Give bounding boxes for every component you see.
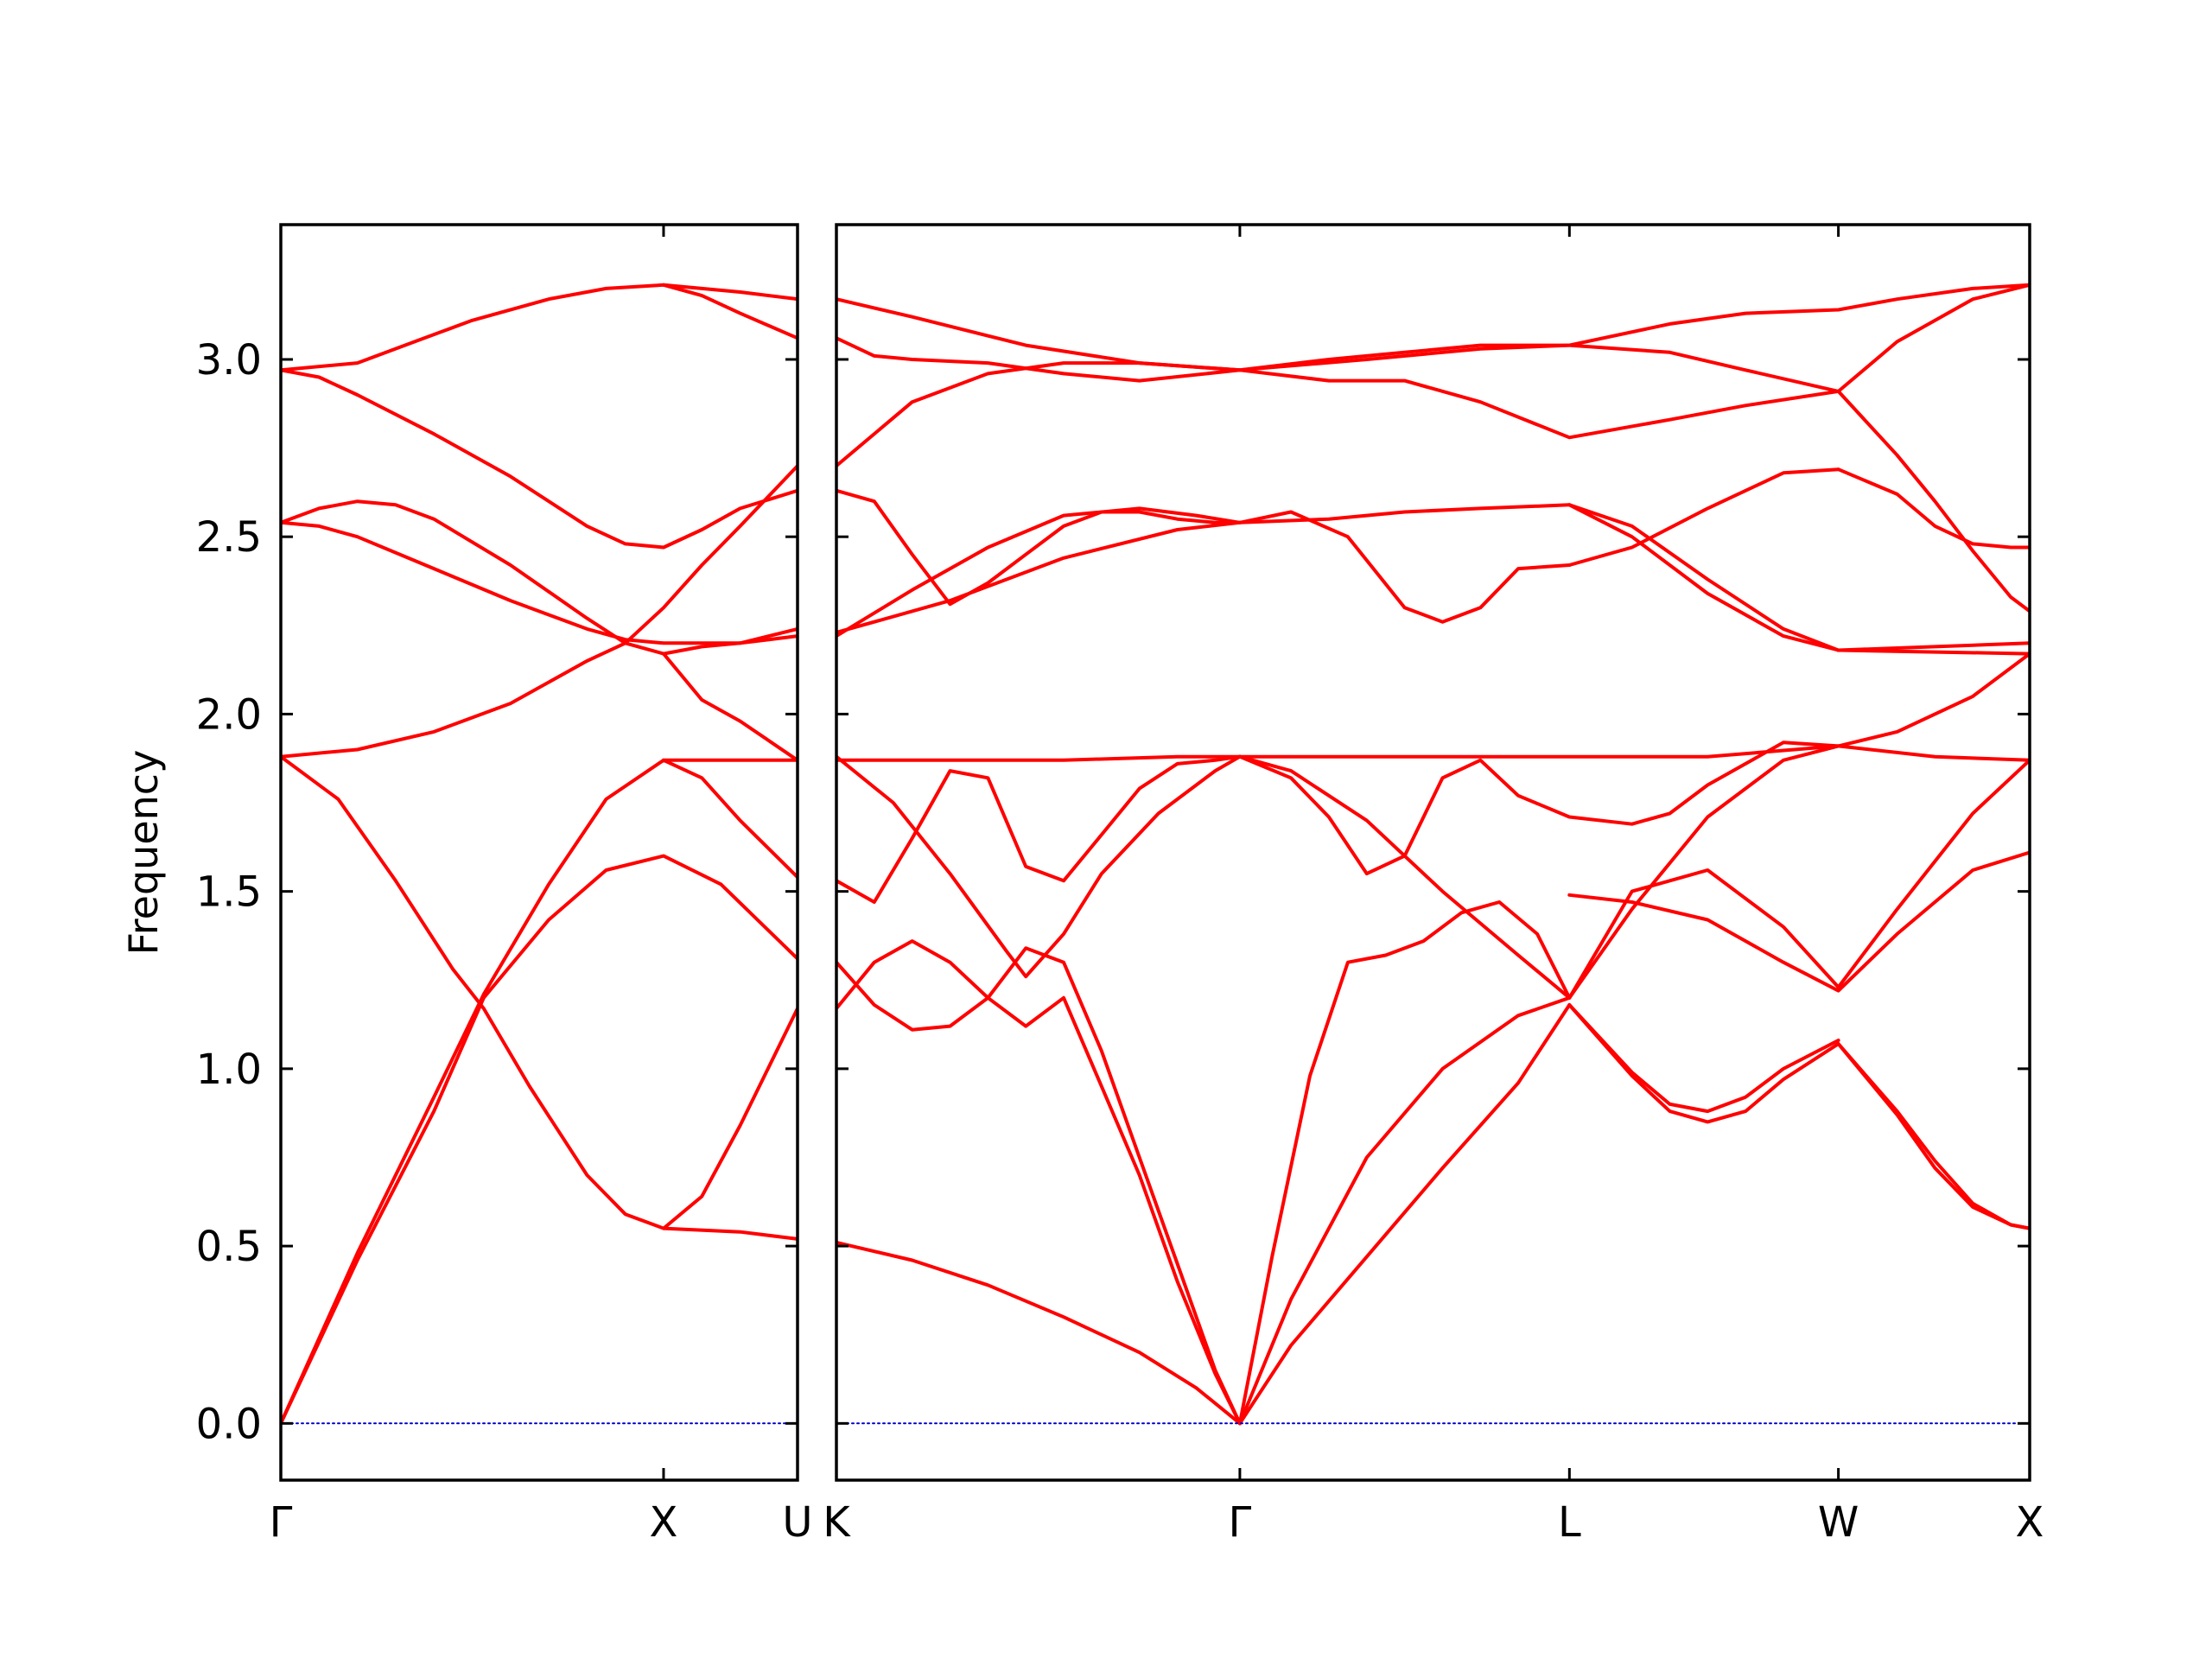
phonon-band-4	[1567, 1003, 1840, 1114]
phonon-band-31	[836, 283, 2030, 372]
phonon-band-10	[1567, 758, 2030, 1000]
phonon-band-16	[1237, 744, 1840, 1000]
band-lines	[281, 283, 798, 1426]
phonon-band-26	[1567, 467, 1840, 567]
phonon-band-2	[1237, 1003, 1572, 1426]
phonon-band-13	[662, 634, 798, 656]
phonon-band-6	[1836, 1042, 2030, 1230]
y-tick-label: 2.0	[196, 690, 262, 739]
phonon-band-11	[662, 1226, 798, 1241]
phonon-band-25	[1567, 503, 1840, 652]
phonon-band-8	[281, 283, 798, 372]
phonon-band-19	[1836, 648, 2030, 656]
phonon-band-5	[281, 520, 798, 645]
y-tick-label: 0.0	[196, 1400, 262, 1448]
phonon-band-1	[281, 854, 798, 1426]
phonon-band-28	[1836, 389, 2030, 613]
y-tick-labels: 0.0 0.5 1.0 1.5 2.0 2.5 3.0	[196, 336, 262, 1448]
phonon-band-22	[836, 510, 1572, 634]
panel-frame	[279, 223, 799, 1482]
phonon-band-6	[281, 499, 798, 762]
phonon-band-4	[281, 464, 798, 759]
phonon-band-23	[836, 488, 1242, 607]
x-tick-label-U: U	[782, 1498, 812, 1547]
phonon-band-13	[836, 754, 1242, 979]
y-tick-label: 3.0	[196, 336, 262, 385]
x-tick-label-Γ: Γ	[270, 1498, 293, 1547]
phonon-band-9	[1567, 850, 2030, 993]
phonon-band-3	[1567, 1003, 1840, 1124]
y-tick-label: 1.5	[196, 868, 262, 917]
phonon-band-10	[662, 283, 798, 340]
phonon-band-1	[836, 1241, 1242, 1426]
x-tick-label-X: X	[650, 1498, 678, 1547]
y-tick-label: 0.5	[196, 1223, 262, 1271]
phonon-band-8	[1237, 995, 1572, 1426]
x-tick-label-Γ: Γ	[1229, 1498, 1252, 1547]
band-lines	[836, 283, 2030, 1426]
phonon-band-27	[1836, 467, 2030, 550]
phonon-band-11	[836, 939, 1242, 1426]
phonon-band-32	[1836, 283, 2030, 393]
phonon-band-14	[836, 754, 1242, 904]
y-tick-label: 2.5	[196, 513, 262, 562]
phonon-band-15	[1237, 741, 1840, 876]
y-tick-label: 1.0	[196, 1046, 262, 1094]
phonon-band-3	[281, 754, 798, 1230]
x-tick-label-W: W	[1818, 1498, 1859, 1547]
x-tick-label-X: X	[2016, 1498, 2044, 1547]
x-tick-label-K: K	[823, 1498, 851, 1547]
x-tick-label-L: L	[1558, 1498, 1581, 1547]
y-axis-label: Frequency	[120, 750, 167, 956]
phonon-band-17	[836, 744, 2030, 762]
phonon-band-21	[836, 503, 1572, 639]
phonon-band-24	[1567, 503, 1840, 652]
phonon-band-29	[836, 361, 1840, 468]
phonon-band-2	[281, 758, 798, 1426]
panel-frame	[835, 223, 2031, 1482]
phonon-band-18	[1836, 652, 2030, 748]
phonon-band-20	[1836, 641, 2030, 652]
phonon-band-7	[281, 368, 798, 550]
phonon-band-7	[1237, 900, 1572, 1426]
